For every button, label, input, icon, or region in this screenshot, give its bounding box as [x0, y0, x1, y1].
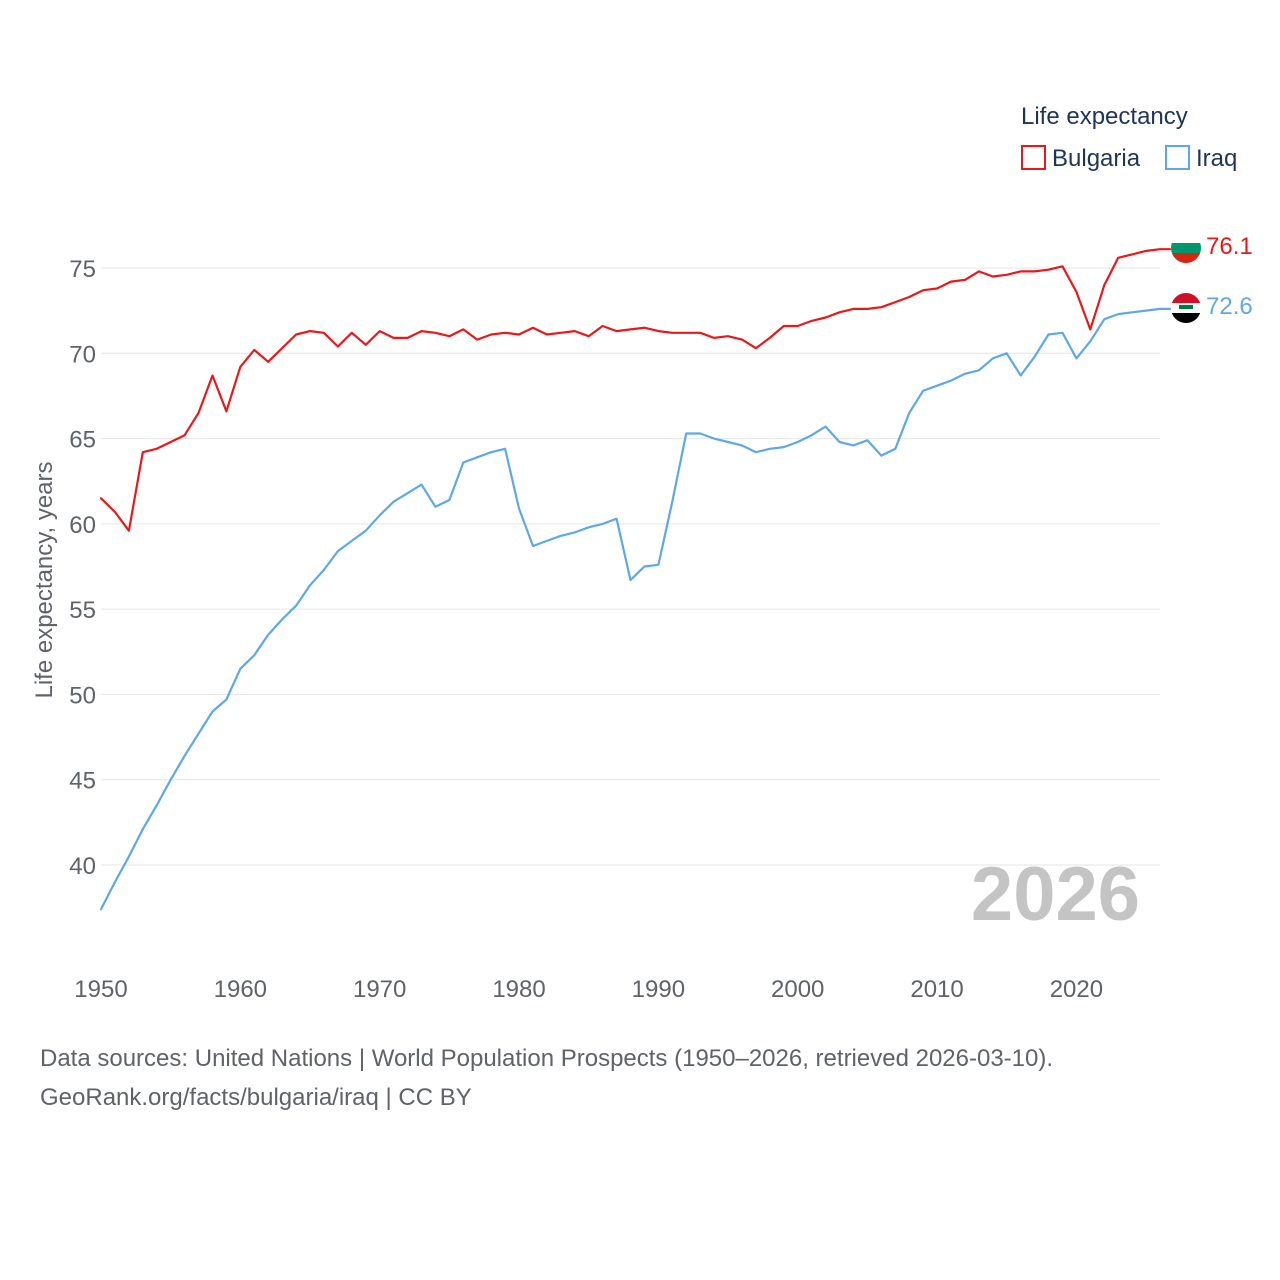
x-tick-label: 1950: [74, 976, 127, 1003]
y-tick-label: 75: [69, 256, 96, 283]
y-tick-label: 65: [69, 427, 96, 454]
legend-swatch-iraq: [1165, 145, 1190, 170]
data-source-text: Data sources: United Nations | World Pop…: [40, 1045, 1054, 1072]
legend-item-iraq[interactable]: Iraq: [1165, 145, 1237, 172]
bulgaria-end-value: 76.1: [1206, 233, 1253, 260]
legend-label-bulgaria: Bulgaria: [1052, 145, 1141, 172]
y-axis-ticks: 40 45 50 55 60 65 70 75: [69, 256, 96, 880]
x-tick-label: 1980: [492, 976, 545, 1003]
y-tick-label: 55: [69, 597, 96, 624]
attribution-link[interactable]: GeoRank.org/facts/bulgaria/iraq | CC BY: [40, 1084, 472, 1111]
series-line-bulgaria[interactable]: [99, 248, 1172, 532]
gridlines: [101, 267, 1160, 866]
y-tick-label: 70: [69, 341, 96, 368]
x-axis-ticks: 1950 1960 1970 1980 1990 2000 2010 2020: [74, 976, 1103, 1003]
series-lines: [99, 248, 1172, 911]
series-line-iraq[interactable]: [99, 307, 1172, 911]
y-tick-label: 50: [69, 682, 96, 709]
y-tick-label: 60: [69, 512, 96, 539]
y-axis-label: Life expectancy, years: [31, 461, 58, 698]
legend-item-bulgaria[interactable]: Bulgaria: [1021, 145, 1141, 172]
x-tick-label: 1990: [632, 976, 685, 1003]
life-expectancy-chart: 40 45 50 55 60 65 70 75 1950 1960 1970 1980 1990 200…: [31, 103, 1253, 1003]
legend-title: Life expectancy: [1021, 103, 1188, 130]
x-tick-label: 2010: [910, 976, 963, 1003]
bulgaria-flag-icon: [1171, 233, 1201, 263]
y-tick-label: 45: [69, 768, 96, 795]
legend-swatch-bulgaria: [1021, 145, 1046, 170]
iraq-flag-icon: [1171, 293, 1201, 323]
iraq-end-value: 72.6: [1206, 293, 1253, 320]
x-tick-label: 1970: [353, 976, 406, 1003]
x-tick-label: 2020: [1050, 976, 1103, 1003]
legend-label-iraq: Iraq: [1196, 145, 1237, 172]
y-tick-label: 40: [69, 853, 96, 880]
year-watermark: 2026: [971, 852, 1140, 937]
x-tick-label: 1960: [214, 976, 267, 1003]
x-tick-label: 2000: [771, 976, 824, 1003]
